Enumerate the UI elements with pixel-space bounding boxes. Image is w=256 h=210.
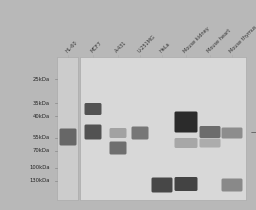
FancyBboxPatch shape <box>199 139 220 147</box>
Text: Mouse heart: Mouse heart <box>207 28 232 54</box>
FancyBboxPatch shape <box>221 127 242 139</box>
FancyBboxPatch shape <box>152 177 173 193</box>
FancyBboxPatch shape <box>110 128 126 138</box>
FancyBboxPatch shape <box>59 129 77 146</box>
Text: Mouse kidney: Mouse kidney <box>183 26 211 54</box>
Bar <box>57 57 78 200</box>
Text: —TAB1: —TAB1 <box>251 129 256 135</box>
FancyBboxPatch shape <box>175 112 197 133</box>
Text: MCF7: MCF7 <box>89 41 103 54</box>
FancyBboxPatch shape <box>175 177 197 191</box>
Text: 40kDa: 40kDa <box>33 114 50 119</box>
FancyBboxPatch shape <box>110 142 126 155</box>
FancyBboxPatch shape <box>84 103 101 115</box>
FancyBboxPatch shape <box>84 125 101 139</box>
Text: Mouse thymus: Mouse thymus <box>228 25 256 54</box>
FancyBboxPatch shape <box>199 126 220 138</box>
Text: 70kDa: 70kDa <box>33 148 50 153</box>
FancyBboxPatch shape <box>221 178 242 192</box>
Bar <box>80 57 246 200</box>
Text: 55kDa: 55kDa <box>33 135 50 140</box>
Text: HeLa: HeLa <box>158 42 171 54</box>
Text: A-431: A-431 <box>114 40 128 54</box>
FancyBboxPatch shape <box>132 126 148 139</box>
Text: 35kDa: 35kDa <box>33 101 50 106</box>
Text: U-251MG: U-251MG <box>136 34 156 54</box>
Text: 25kDa: 25kDa <box>33 77 50 82</box>
Text: 100kDa: 100kDa <box>29 165 50 170</box>
Text: HL-60: HL-60 <box>65 40 78 54</box>
FancyBboxPatch shape <box>175 138 197 148</box>
Text: 130kDa: 130kDa <box>30 178 50 183</box>
